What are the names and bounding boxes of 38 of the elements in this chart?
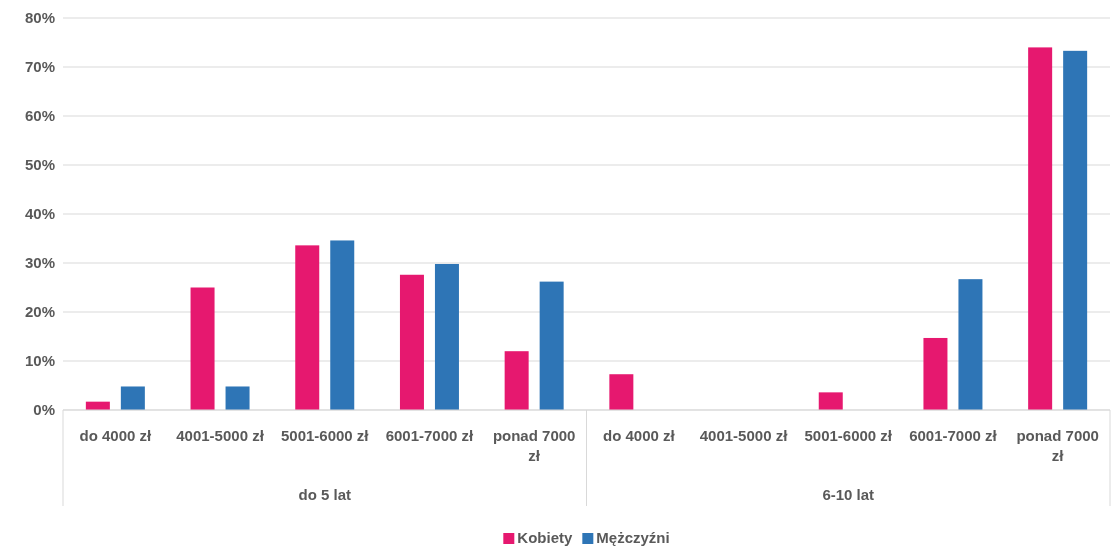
- y-tick-label: 60%: [24, 107, 55, 125]
- bar: [1063, 50, 1088, 410]
- x-tick-label: 5001-6000 zł: [804, 427, 893, 444]
- x-tick-label: 6001-7000 zł: [385, 427, 475, 444]
- x-tick-label: 4001-5000 zł: [176, 427, 265, 444]
- text: do 5 lat: [298, 486, 352, 503]
- bar: [923, 337, 948, 410]
- x-tick-label: 6001-7000 zł: [909, 427, 998, 444]
- bar: [818, 392, 843, 410]
- bar: [190, 287, 215, 410]
- x-tick-label: ponad 7000 zł: [1016, 427, 1099, 464]
- bar: [1028, 47, 1053, 410]
- x-tick-label: do 4000 zł: [603, 427, 676, 444]
- bar: [399, 274, 424, 410]
- legend-label: Mężczyźni: [596, 529, 670, 546]
- bar: [609, 374, 634, 410]
- bar: [504, 351, 529, 410]
- y-tick-label: 50%: [24, 156, 55, 174]
- y-tick-label: 30%: [24, 254, 55, 272]
- bar: [434, 263, 459, 410]
- y-tick-label: 40%: [24, 205, 55, 223]
- y-tick-label: 10%: [24, 352, 55, 370]
- bar: [958, 279, 983, 410]
- bar: [120, 386, 145, 410]
- y-tick-label: 70%: [24, 58, 55, 76]
- legend-label: Kobiety: [517, 529, 573, 546]
- bar: [330, 240, 355, 410]
- y-tick-label: 0%: [33, 401, 55, 419]
- y-tick-label: 20%: [24, 303, 55, 321]
- bar: [295, 245, 320, 410]
- bar: [225, 386, 250, 410]
- x-tick-label: 5001-6000 zł: [280, 427, 370, 444]
- text: 6-10 lat: [822, 486, 875, 503]
- bar: [539, 281, 564, 410]
- x-tick-label: do 4000 zł: [79, 427, 153, 444]
- y-tick-label: 80%: [24, 9, 55, 27]
- x-tick-label: 4001-5000 zł: [699, 427, 789, 444]
- x-tick-label: ponad 7000 zł: [492, 427, 576, 464]
